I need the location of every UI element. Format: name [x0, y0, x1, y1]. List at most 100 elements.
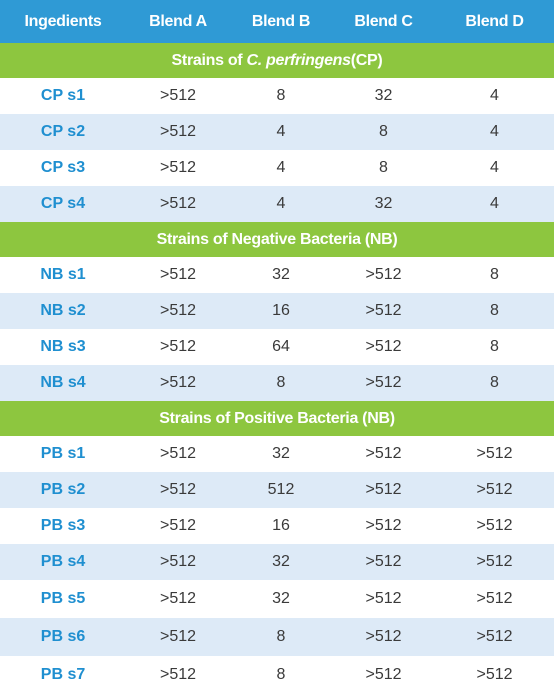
cell-blend-c: >512	[365, 374, 402, 391]
table-row: PB s6 >512 8 >512 >512	[0, 618, 554, 656]
cell-blend-c: >512	[365, 266, 402, 283]
section-title: Strains of Positive Bacteria (NB)	[0, 401, 554, 436]
strain-label: PB s1	[40, 445, 86, 462]
strain-label: NB s3	[40, 338, 86, 355]
cell-blend-d: 8	[490, 266, 499, 283]
cell-blend-d: 8	[490, 338, 499, 355]
cell-blend-b: 512	[267, 481, 295, 498]
section-header-cp: Strains of C. perfringens(CP)	[0, 43, 554, 78]
strain-label: PB s4	[40, 553, 86, 570]
cell-blend-a: >512	[159, 338, 197, 355]
section-title-suffix: (CP)	[350, 51, 383, 69]
table-row: CP s2 >512 4 8 4	[0, 114, 554, 150]
table-row: PB s7 >512 8 >512 >512	[0, 656, 554, 694]
cell-blend-b: 8	[276, 87, 286, 104]
cell-blend-d: >512	[476, 517, 513, 534]
header-blend-a: Blend A	[149, 12, 207, 30]
section-header-pb: Strains of Positive Bacteria (NB)	[0, 401, 554, 436]
cell-blend-d: 4	[490, 159, 499, 176]
cell-blend-c: >512	[365, 666, 402, 683]
cell-blend-b: 8	[276, 374, 286, 391]
cell-blend-d: >512	[476, 666, 513, 683]
cell-blend-b: 4	[276, 195, 286, 212]
cell-blend-d: 8	[490, 302, 499, 319]
cell-blend-a: >512	[159, 195, 197, 212]
table-body: Strains of C. perfringens(CP) CP s1 >512 8 3…	[0, 43, 554, 694]
cell-blend-b: 8	[276, 666, 286, 683]
section-title-text: Strains of Negative Bacteria (NB)	[156, 230, 398, 248]
cell-blend-d: 4	[490, 87, 499, 104]
strain-label: CP s1	[40, 87, 86, 104]
cell-blend-b: 4	[276, 159, 286, 176]
cell-blend-b: 32	[272, 445, 290, 462]
strain-label: PB s3	[40, 517, 86, 534]
section-header-nb: Strains of Negative Bacteria (NB)	[0, 222, 554, 257]
header-blend-c: Blend C	[354, 12, 413, 30]
table-row: PB s4 >512 32 >512 >512	[0, 544, 554, 580]
cell-blend-b: 64	[272, 338, 290, 355]
table-row: CP s3 >512 4 8 4	[0, 150, 554, 186]
strain-label: PB s5	[40, 590, 86, 607]
section-title: Strains of C. perfringens(CP)	[0, 43, 554, 78]
strain-label: CP s4	[40, 195, 86, 212]
cell-blend-b: 8	[276, 628, 286, 645]
table-row: PB s3 >512 16 >512 >512	[0, 508, 554, 544]
table-row: CP s4 >512 4 32 4	[0, 186, 554, 222]
table-row: NB s4 >512 8 >512 8	[0, 365, 554, 401]
header-ingredients: Ingedients	[24, 12, 102, 30]
cell-blend-a: >512	[159, 87, 197, 104]
cell-blend-a: >512	[159, 590, 197, 607]
cell-blend-c: >512	[365, 590, 402, 607]
cell-blend-a: >512	[159, 517, 197, 534]
cell-blend-c: >512	[365, 553, 402, 570]
cell-blend-d: >512	[476, 445, 513, 462]
strain-label: PB s2	[40, 481, 86, 498]
cell-blend-d: >512	[476, 628, 513, 645]
strain-label: CP s3	[40, 159, 86, 176]
table-row: NB s2 >512 16 >512 8	[0, 293, 554, 329]
cell-blend-c: 32	[374, 195, 393, 212]
strain-label: NB s1	[40, 266, 86, 283]
cell-blend-c: >512	[365, 302, 402, 319]
cell-blend-b: 32	[272, 553, 290, 570]
cell-blend-a: >512	[159, 553, 197, 570]
table-row: NB s1 >512 32 >512 8	[0, 257, 554, 293]
cell-blend-c: >512	[365, 338, 402, 355]
cell-blend-c: 8	[379, 159, 388, 176]
cell-blend-a: >512	[159, 666, 197, 683]
section-title-text: Strains of	[171, 51, 247, 69]
cell-blend-d: >512	[476, 553, 513, 570]
table-row: PB s2 >512 512 >512 >512	[0, 472, 554, 508]
cell-blend-b: 16	[272, 302, 290, 319]
table-row: CP s1 >512 8 32 4	[0, 78, 554, 114]
cell-blend-a: >512	[159, 445, 197, 462]
cell-blend-d: 4	[490, 195, 499, 212]
cell-blend-a: >512	[159, 481, 197, 498]
cell-blend-a: >512	[159, 628, 197, 645]
cell-blend-a: >512	[159, 123, 197, 140]
cell-blend-a: >512	[159, 266, 197, 283]
strain-label: PB s7	[40, 666, 86, 683]
cell-blend-a: >512	[159, 302, 197, 319]
cell-blend-d: >512	[476, 590, 513, 607]
cell-blend-d: 4	[490, 123, 499, 140]
header-row: Ingedients Blend A Blend B Blend C Blend…	[0, 0, 554, 43]
cell-blend-d: >512	[476, 481, 513, 498]
table-header: Ingedients Blend A Blend B Blend C Blend…	[0, 0, 554, 43]
section-title-italic: C. perfringens	[246, 51, 351, 69]
cell-blend-c: >512	[365, 481, 402, 498]
cell-blend-b: 4	[276, 123, 286, 140]
table-row: PB s5 >512 32 >512 >512	[0, 580, 554, 618]
cell-blend-c: >512	[365, 628, 402, 645]
strain-label: NB s2	[40, 302, 86, 319]
cell-blend-b: 32	[272, 590, 290, 607]
section-title-text: Strains of Positive Bacteria (NB)	[159, 409, 395, 427]
cell-blend-c: 32	[374, 87, 393, 104]
cell-blend-c: >512	[365, 445, 402, 462]
cell-blend-c: 8	[379, 123, 388, 140]
cell-blend-a: >512	[159, 159, 197, 176]
table-row: PB s1 >512 32 >512 >512	[0, 436, 554, 472]
strain-label: NB s4	[40, 374, 86, 391]
header-blend-d: Blend D	[465, 12, 524, 30]
